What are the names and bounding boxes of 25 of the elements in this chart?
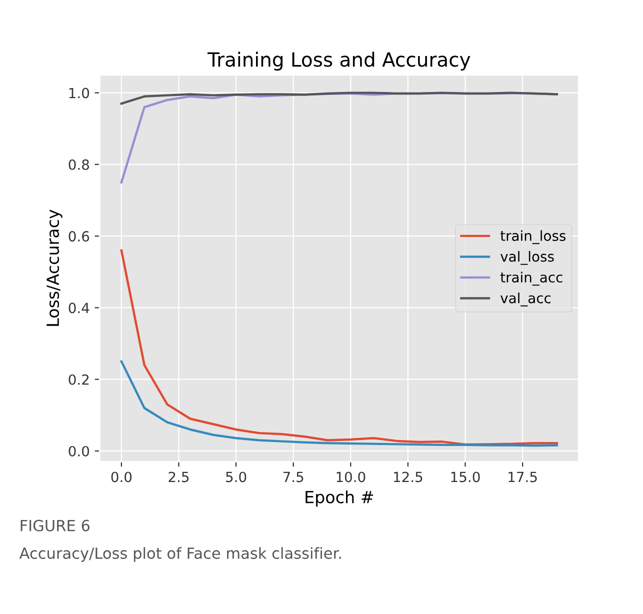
line-series	[120, 360, 558, 447]
y-tick-label: 1.0	[69, 88, 90, 98]
x-tick-label: 2.5	[168, 472, 189, 482]
legend-label: val_loss	[500, 251, 554, 265]
line-series	[120, 92, 558, 105]
legend-label: train_acc	[500, 272, 562, 286]
x-tick-label: 10.0	[336, 472, 366, 482]
y-tick-label: 0.8	[68, 159, 89, 170]
x-tick-label: 15.0	[451, 472, 480, 482]
x-tick-label: 17.5	[508, 472, 537, 482]
y-tick-label: 0.0	[68, 446, 90, 456]
x-axis-title: Epoch #	[306, 490, 374, 507]
y-tick-label: 0.6	[68, 231, 90, 242]
y-tick-label: 0.4	[68, 302, 90, 314]
caption: FIGURE 6	[20, 520, 90, 532]
chart-title: Training Loss and Accuracy	[207, 52, 470, 71]
legend-label: val_acc	[500, 292, 551, 306]
y-axis-title: Loss/Accuracy	[46, 210, 62, 326]
text: Accuracy/Loss plot of Face mask classifier.	[19, 547, 341, 562]
x-tick-label: 0.0	[111, 472, 132, 482]
y-tick-label: 0.2	[68, 374, 89, 385]
x-tick-label: 7.5	[283, 472, 304, 482]
legend-label: train_loss	[500, 230, 566, 244]
x-tick-label: 12.5	[394, 472, 422, 482]
x-tick-label: 5.0	[226, 472, 246, 482]
